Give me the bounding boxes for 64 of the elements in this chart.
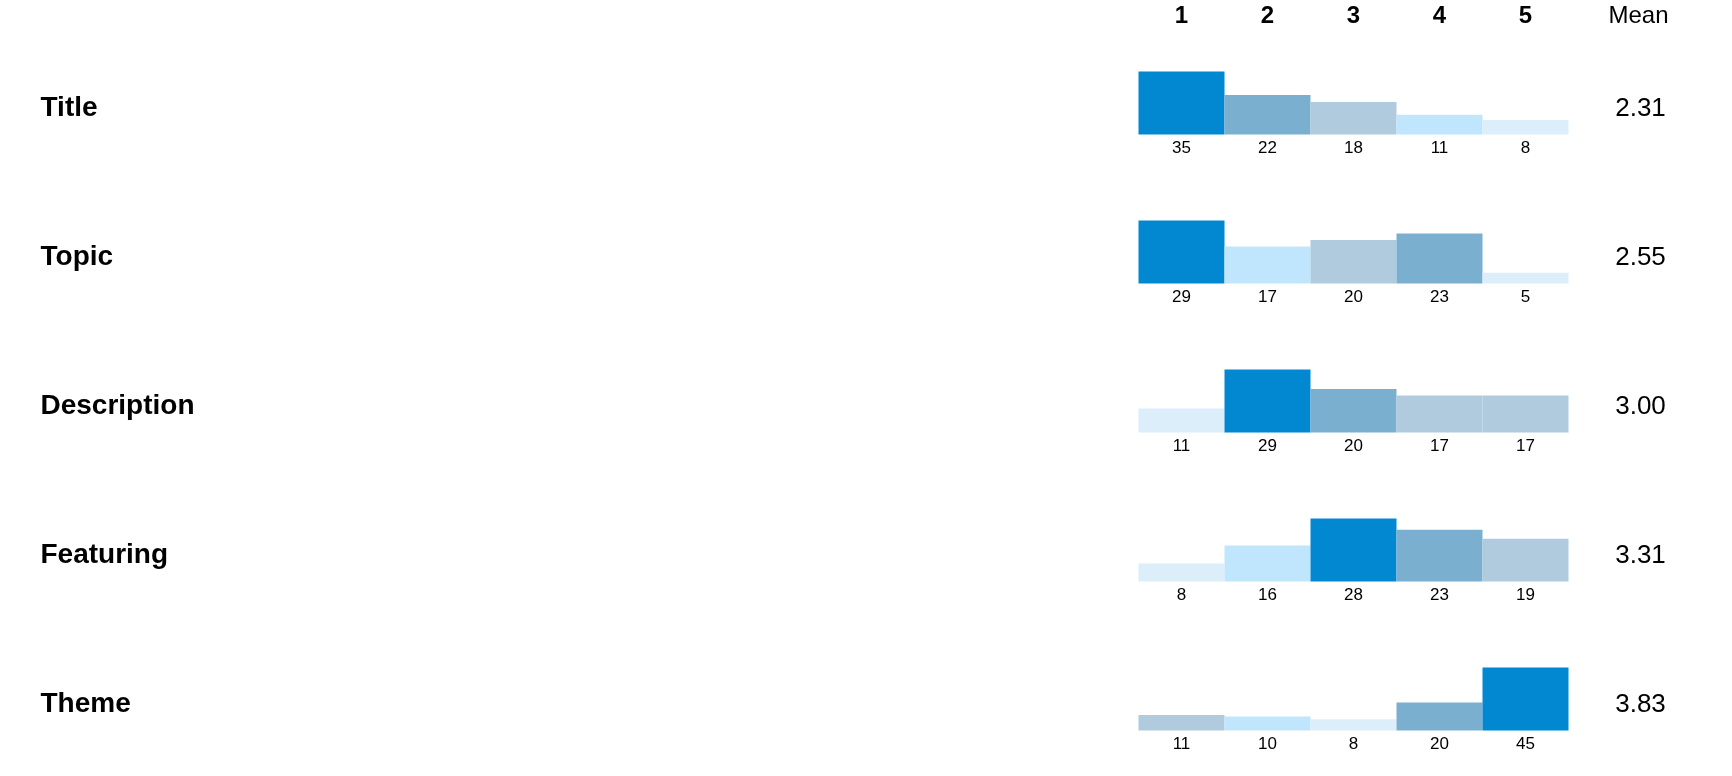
data-label: 45: [1516, 733, 1535, 753]
data-label: 19: [1516, 584, 1535, 604]
data-label: 18: [1344, 137, 1363, 157]
bar: [1138, 220, 1225, 284]
bar: [1310, 719, 1397, 731]
bar: [1482, 667, 1569, 731]
data-label: 29: [1258, 435, 1277, 455]
text: 3.31: [1615, 538, 1666, 569]
x-tick-label: 5: [1518, 1, 1533, 28]
x-tick-label: 2: [1260, 1, 1275, 28]
bar: [1138, 71, 1225, 135]
text: 3.00: [1615, 389, 1666, 420]
bar: [1224, 545, 1311, 582]
bar: [1482, 120, 1569, 135]
data-label: 11: [1172, 733, 1191, 753]
data-label: 8: [1520, 137, 1531, 157]
bar: [1138, 408, 1225, 433]
y-axis-title: Theme: [40, 687, 131, 718]
bar: [1310, 102, 1397, 135]
data-label: 8: [1348, 733, 1359, 753]
data-label: 11: [1172, 435, 1191, 455]
data-label: 17: [1516, 435, 1535, 455]
text: 2.55: [1615, 240, 1666, 271]
data-label: 17: [1258, 286, 1277, 306]
data-label: 11: [1430, 137, 1449, 157]
y-axis-title: Featuring: [40, 538, 169, 569]
x-tick-label: 4: [1432, 1, 1447, 28]
x-tick-label: 3: [1346, 1, 1361, 28]
data-label: 8: [1176, 584, 1187, 604]
bar: [1224, 94, 1311, 135]
data-label: 10: [1258, 733, 1277, 753]
bar: [1396, 529, 1483, 582]
y-axis-title: Description: [40, 389, 195, 420]
data-label: 28: [1344, 584, 1363, 604]
data-label: 35: [1172, 137, 1191, 157]
data-label: 20: [1344, 435, 1363, 455]
bar: [1310, 518, 1397, 582]
bar: [1396, 114, 1483, 135]
bar: [1310, 389, 1397, 433]
data-label: 23: [1430, 584, 1449, 604]
bar: [1396, 702, 1483, 731]
data-label: 23: [1430, 286, 1449, 306]
bar: [1224, 716, 1311, 731]
data-label: 17: [1430, 435, 1449, 455]
data-label: 29: [1172, 286, 1191, 306]
data-label: 22: [1258, 137, 1277, 157]
text: Mean: [1608, 1, 1669, 28]
bar: [1396, 233, 1483, 284]
bar: [1138, 715, 1225, 731]
x-tick-label: 1: [1174, 1, 1189, 28]
bar: [1224, 246, 1311, 284]
data-label: 16: [1258, 584, 1277, 604]
bar: [1482, 538, 1569, 582]
text: 3.83: [1615, 687, 1666, 718]
bar: [1310, 240, 1397, 284]
bar: [1138, 563, 1225, 582]
data-label: 20: [1344, 286, 1363, 306]
data-label: 5: [1520, 286, 1531, 306]
y-axis-title: Title: [40, 91, 98, 122]
y-axis-title: Topic: [40, 240, 114, 271]
bar: [1224, 369, 1311, 433]
text: 2.31: [1615, 91, 1666, 122]
bar: [1482, 272, 1569, 284]
data-label: 20: [1430, 733, 1449, 753]
